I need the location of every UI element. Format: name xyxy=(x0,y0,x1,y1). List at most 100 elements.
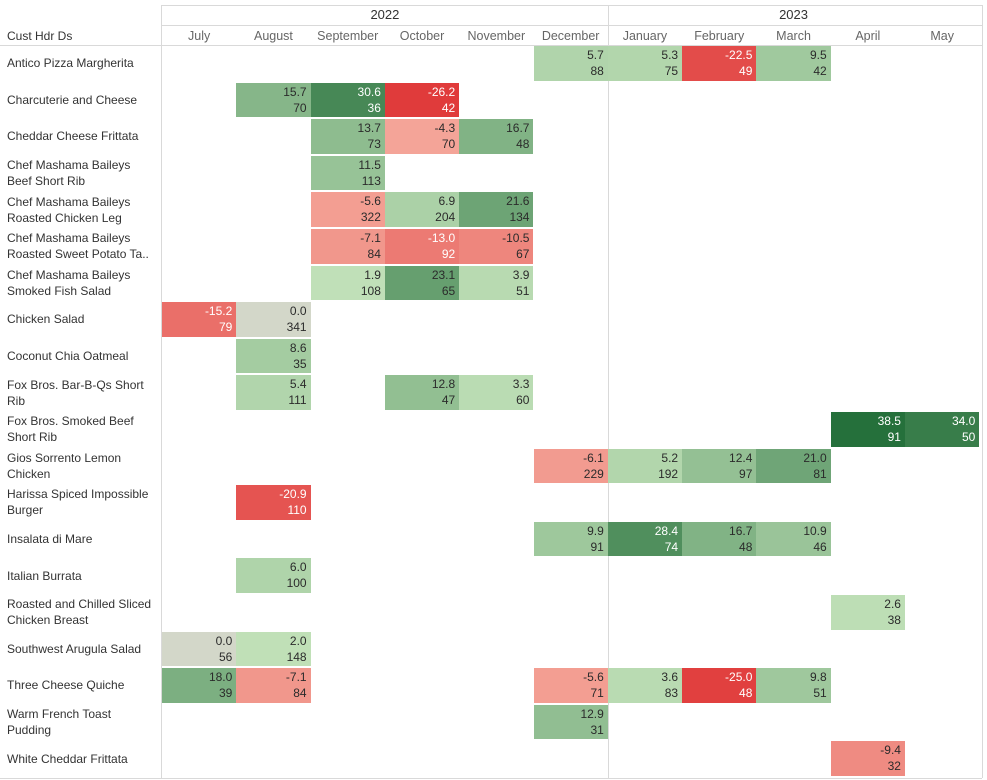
month-label: May xyxy=(930,29,954,43)
cell-percent-value: -9.4 xyxy=(880,743,901,758)
cell-percent-value: -26.2 xyxy=(427,84,456,99)
heatmap-cell[interactable]: 5.3 75 xyxy=(607,46,683,81)
heatmap-cell[interactable]: 3.6 83 xyxy=(607,668,683,703)
heatmap-cell[interactable]: 2.0 148 xyxy=(236,631,311,667)
cell-count-value: 73 xyxy=(367,137,381,152)
heatmap-cell[interactable]: 2.6 38 xyxy=(830,595,905,630)
heatmap-cell[interactable]: 9.5 42 xyxy=(756,46,831,81)
row-label: Gios Sorrento Lemon Chicken xyxy=(7,449,159,484)
row-label: Chicken Salad xyxy=(7,302,159,337)
heatmap-cell[interactable]: -6.1 229 xyxy=(533,448,608,484)
heatmap-cell[interactable]: 1.9 108 xyxy=(310,265,385,301)
cell-count-value: 42 xyxy=(441,100,456,115)
heatmap-cell[interactable]: 0.0 341 xyxy=(236,302,311,337)
heatmap-cell[interactable]: 11.5 113 xyxy=(310,155,385,191)
row-label-line: Cheddar Cheese Frittata xyxy=(7,129,139,144)
cell-count-value: 84 xyxy=(293,686,307,701)
cell-count-value: 108 xyxy=(360,283,381,298)
heatmap-cell[interactable]: -20.9 110 xyxy=(236,485,311,520)
row-label: Harissa Spiced Impossible Burger xyxy=(7,485,159,520)
heatmap-cell[interactable]: 0.0 56 xyxy=(162,631,237,667)
heatmap-cell[interactable]: 3.9 51 xyxy=(459,265,534,301)
cell-count-value: 56 xyxy=(218,649,233,664)
cell-percent-value: 5.7 xyxy=(587,48,604,62)
heatmap-cell[interactable]: 12.8 47 xyxy=(384,375,460,410)
heatmap-cell[interactable]: -10.5 67 xyxy=(459,229,534,264)
row-label-line: Chicken xyxy=(7,466,51,481)
heatmap-cell[interactable]: 13.7 73 xyxy=(310,119,385,154)
cell-percent-value: -22.5 xyxy=(725,48,753,62)
cell-percent-value: 21.0 xyxy=(803,450,827,465)
cell-percent-value: 5.2 xyxy=(661,450,679,465)
cell-count-value: 51 xyxy=(516,283,530,298)
month-label: October xyxy=(399,29,445,43)
right-border xyxy=(982,5,983,778)
row-label-line: Burger xyxy=(7,503,44,518)
heatmap-cell[interactable]: 30.6 36 xyxy=(310,82,385,118)
row-label: Chef Mashama Baileys Roasted Sweet Potato… xyxy=(7,229,159,264)
cell-percent-value: -20.9 xyxy=(279,487,307,502)
cell-percent-value: 0.0 xyxy=(289,304,307,319)
cell-count-value: 71 xyxy=(590,686,604,701)
row-label-line: Harissa Spiced Impossible xyxy=(7,487,149,502)
heatmap-cell[interactable]: 18.0 39 xyxy=(162,668,237,703)
row-header-title: Cust Hdr Ds xyxy=(7,29,73,43)
heatmap-cell[interactable]: 34.0 50 xyxy=(905,412,980,447)
heatmap-cell[interactable]: 5.7 88 xyxy=(533,46,608,81)
heatmap-cell[interactable]: 6.9 204 xyxy=(384,192,460,227)
heatmap-cell[interactable]: 16.7 48 xyxy=(682,521,757,557)
heatmap-cell[interactable]: -26.2 42 xyxy=(384,82,460,118)
cell-count-value: 110 xyxy=(287,503,307,518)
cell-percent-value: -5.6 xyxy=(360,194,381,209)
cell-percent-value: 16.7 xyxy=(729,523,753,538)
heatmap-cell[interactable]: 38.5 91 xyxy=(830,412,905,447)
cell-percent-value: 2.6 xyxy=(884,597,901,611)
heatmap-cell[interactable]: -5.6 322 xyxy=(310,192,385,227)
heatmap-cell[interactable]: 15.7 70 xyxy=(236,82,311,118)
row-label: Chef Mashama Baileys Smoked Fish Salad xyxy=(7,266,159,301)
heatmap-cell[interactable]: 21.6 134 xyxy=(459,192,534,227)
cell-percent-value: -4.3 xyxy=(434,121,456,136)
heatmap-cell[interactable]: 12.9 31 xyxy=(533,704,608,740)
heatmap-cell[interactable]: 8.6 35 xyxy=(236,338,311,374)
row-label-line: White Cheddar Frittata xyxy=(7,751,128,766)
heatmap-cell[interactable]: -7.1 84 xyxy=(236,668,311,703)
heatmap-cell[interactable]: 12.4 97 xyxy=(682,448,757,484)
heatmap-cell[interactable]: 10.9 46 xyxy=(756,521,831,557)
cell-count-value: 341 xyxy=(286,320,307,335)
cell-percent-value: 12.4 xyxy=(729,450,753,465)
row-label-line: Roasted Sweet Potato Ta.. xyxy=(7,247,149,262)
row-label-line: Chicken Salad xyxy=(7,312,85,327)
cell-percent-value: -7.1 xyxy=(285,670,307,685)
cell-count-value: 84 xyxy=(367,247,381,261)
heatmap-cell[interactable]: 23.1 65 xyxy=(384,265,460,301)
cell-percent-value: 12.9 xyxy=(580,706,604,721)
heatmap-cell[interactable]: 21.0 81 xyxy=(756,448,831,484)
heatmap-cell[interactable]: 16.7 48 xyxy=(459,119,534,154)
heatmap-cell[interactable]: -5.6 71 xyxy=(533,668,608,703)
heatmap-cell[interactable]: -22.5 49 xyxy=(682,46,757,81)
heatmap-cell[interactable]: 5.2 192 xyxy=(607,448,683,484)
year-label: 2022 xyxy=(370,7,400,22)
cell-count-value: 83 xyxy=(664,686,679,701)
heatmap-cell[interactable]: 3.3 60 xyxy=(459,375,534,410)
heatmap-cell[interactable]: 28.4 74 xyxy=(607,521,683,557)
header-bottom-line xyxy=(0,45,982,46)
row-header-divider xyxy=(161,5,162,778)
heatmap-cell[interactable]: 5.4 111 xyxy=(236,375,311,410)
cell-percent-value: 9.5 xyxy=(810,48,827,62)
year-divider xyxy=(607,5,609,778)
heatmap-cell[interactable]: -9.4 32 xyxy=(830,741,905,776)
heatmap-cell[interactable]: -4.3 70 xyxy=(384,119,460,154)
heatmap-cell[interactable]: -25.0 48 xyxy=(682,668,757,703)
row-label-line: Beef Short Rib xyxy=(7,174,86,189)
header-top-line xyxy=(162,5,982,6)
heatmap-cell[interactable]: 9.8 51 xyxy=(756,668,831,703)
heatmap-cell[interactable]: -13.0 92 xyxy=(384,229,460,264)
cell-count-value: 97 xyxy=(739,466,753,481)
heatmap-cell[interactable]: -15.2 79 xyxy=(162,302,237,337)
heatmap-cell[interactable]: 6.0 100 xyxy=(236,558,311,593)
cell-count-value: 67 xyxy=(516,247,530,261)
heatmap-cell[interactable]: -7.1 84 xyxy=(310,229,385,264)
heatmap-cell[interactable]: 9.9 91 xyxy=(533,521,608,557)
